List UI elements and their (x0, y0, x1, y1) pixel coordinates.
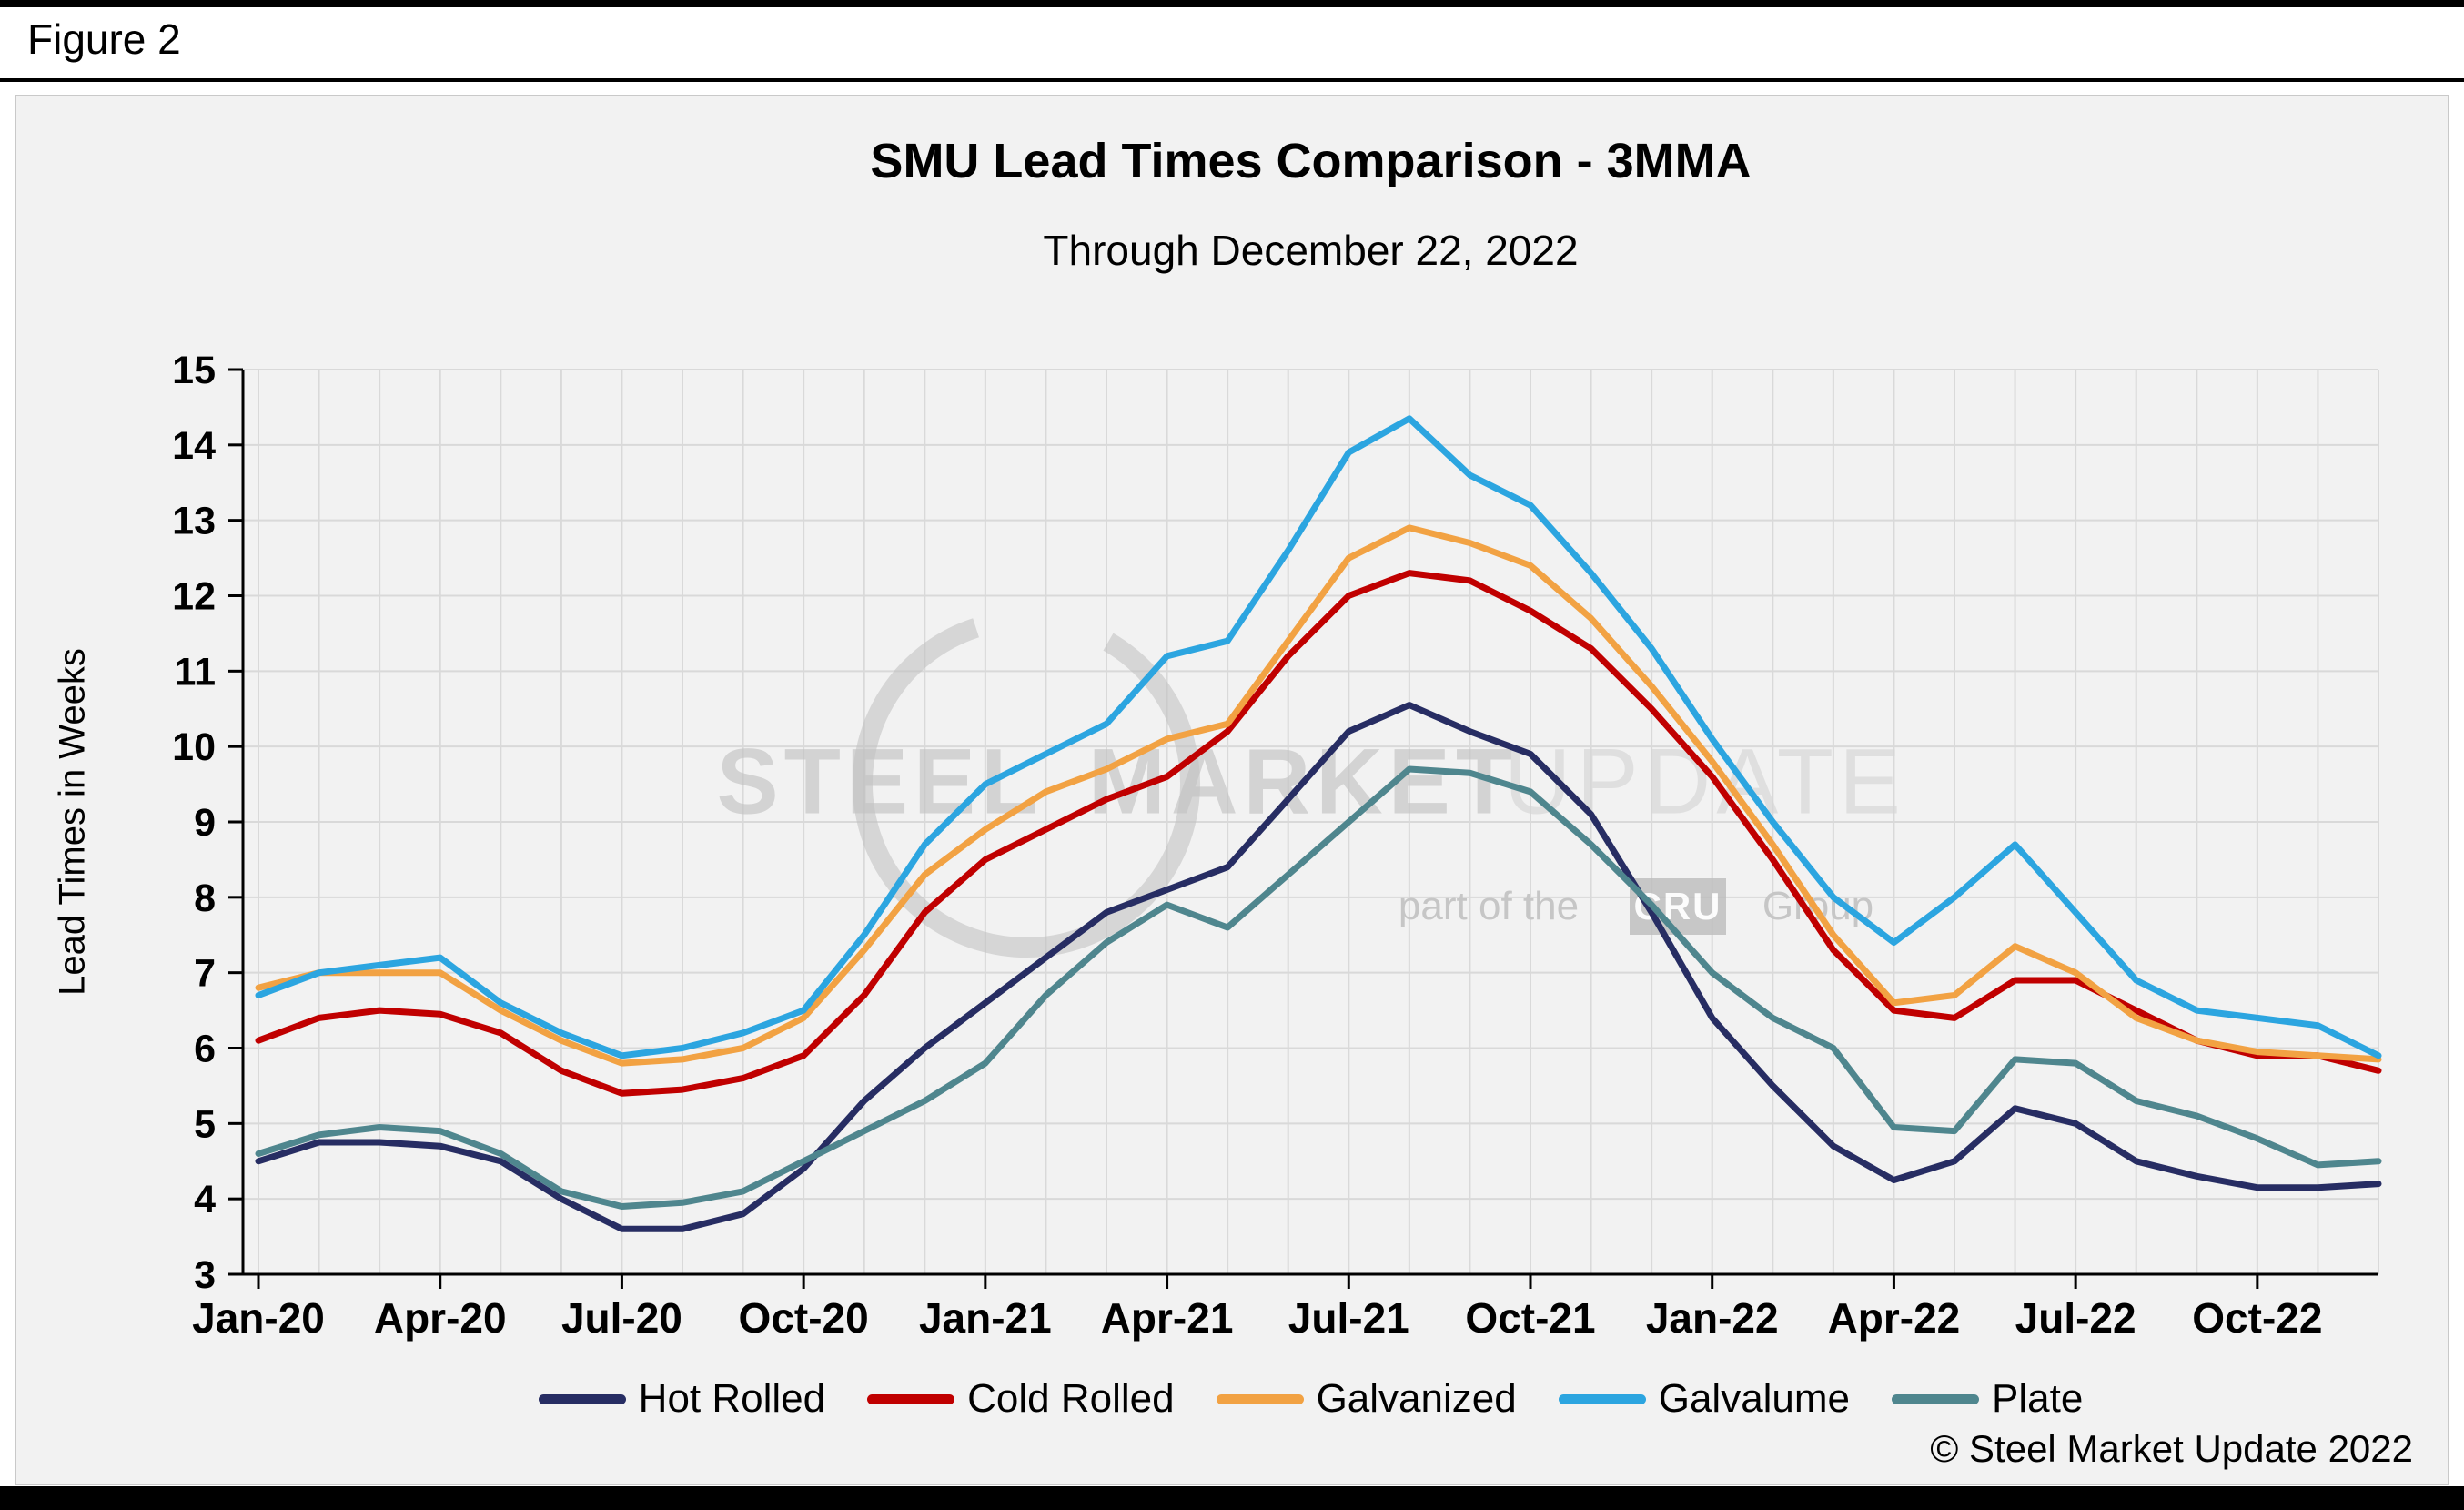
y-tick-label: 5 (194, 1102, 216, 1146)
legend-swatch (1558, 1393, 1646, 1404)
legend-item-galvanized: Galvanized (1216, 1376, 1517, 1422)
y-tick-label: 10 (172, 725, 216, 769)
y-tick-label: 11 (175, 650, 216, 694)
legend-swatch (1892, 1393, 1980, 1404)
legend-label: Galvanized (1316, 1376, 1517, 1421)
y-tick-label: 12 (172, 575, 216, 619)
y-tick-label: 3 (194, 1253, 216, 1297)
legend-label: Plate (1992, 1376, 2084, 1421)
legend-label: Galvalume (1658, 1376, 1851, 1421)
series-line-galvalume (255, 415, 2382, 1059)
x-tick-label: Jul-20 (561, 1294, 682, 1342)
y-tick-label: 9 (194, 801, 216, 845)
y-tick-label: 14 (172, 424, 216, 468)
y-tick-label: 15 (172, 349, 216, 392)
legend-swatch (538, 1393, 626, 1404)
y-tick-label: 8 (194, 877, 216, 920)
x-tick-label: Jan-22 (1646, 1294, 1779, 1342)
plot-series-layer (255, 415, 2382, 1232)
x-tick-label: Oct-22 (2192, 1294, 2322, 1342)
chart-frame: SMU Lead Times Comparison - 3MMA Through… (15, 95, 2449, 1485)
bottom-border (0, 1486, 2464, 1510)
x-tick-label: Oct-21 (1465, 1294, 1595, 1342)
y-tick-label: 7 (194, 952, 216, 996)
legend-item-hot-rolled: Hot Rolled (538, 1376, 826, 1422)
copyright: © Steel Market Update 2022 (1930, 1427, 2413, 1470)
x-tick-label: Apr-21 (1101, 1294, 1234, 1342)
y-tick-label: 13 (172, 500, 216, 543)
top-border (0, 0, 2464, 7)
chart-subtitle: Through December 22, 2022 (1043, 227, 1579, 274)
y-tick-label: 4 (194, 1178, 216, 1221)
legend-item-galvalume: Galvalume (1558, 1376, 1851, 1422)
legend-label: Hot Rolled (638, 1376, 826, 1421)
x-tick-label: Oct-20 (739, 1294, 869, 1342)
x-tick-label: Jan-20 (192, 1294, 325, 1342)
series-line-galvanized (255, 524, 2382, 1067)
figure-label: Figure 2 (27, 15, 181, 63)
figure-divider-line (0, 78, 2464, 82)
legend-swatch (1216, 1393, 1304, 1404)
x-tick-label: Jan-21 (919, 1294, 1052, 1342)
x-tick-label: Jul-21 (1288, 1294, 1409, 1342)
series-line-hot-rolled (255, 702, 2382, 1232)
legend-label: Cold Rolled (967, 1376, 1175, 1421)
legend-item-plate: Plate (1892, 1376, 2083, 1422)
y-tick-label: 6 (194, 1028, 216, 1071)
plot-axes-layer: 3 4 5 6 7 8 9 10 11 12 13 14 15 Jan-20 Apr-20 Jul-20 Oct… (172, 349, 2379, 1342)
chart-title: SMU Lead Times Comparison - 3MMA (870, 134, 1752, 188)
x-tick-label: Apr-20 (374, 1294, 507, 1342)
gridlines (243, 369, 2379, 1275)
x-tick-label: Jul-22 (2015, 1294, 2136, 1342)
legend-item-cold-rolled: Cold Rolled (867, 1376, 1175, 1422)
series-line-plate (255, 765, 2382, 1210)
legend: Hot Rolled Cold Rolled Galvanized Galvalume… (243, 1376, 2378, 1422)
series-line-cold-rolled (255, 570, 2382, 1097)
x-tick-label: Apr-22 (1828, 1294, 1961, 1342)
legend-swatch (867, 1393, 955, 1404)
